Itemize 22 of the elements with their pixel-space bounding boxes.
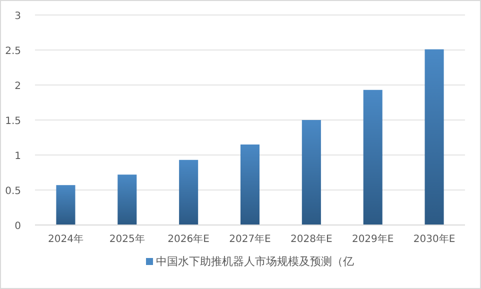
x-tick-label: 2027年E: [229, 233, 271, 245]
x-tick-label: 2029年E: [352, 233, 394, 245]
bar: [424, 49, 444, 225]
x-tick-label: 2028年E: [290, 233, 332, 245]
y-tick-label: 1: [14, 151, 21, 162]
x-tick-label: 2024年: [48, 233, 84, 245]
y-tick-label: 2: [14, 81, 21, 92]
x-tick-label: 2026年E: [168, 233, 210, 245]
x-tick-label: 2025年: [109, 233, 145, 245]
legend-label: 中国水下助推机器人市场规模及预测（亿: [156, 255, 354, 268]
y-tick-label: 2.5: [5, 46, 21, 57]
x-tick-label: 2030年E: [413, 233, 456, 245]
y-tick-label: 1.5: [5, 116, 21, 127]
y-tick-label: 0: [14, 221, 21, 232]
bar: [240, 144, 260, 225]
bar: [56, 185, 76, 225]
bar: [118, 174, 137, 225]
y-tick-label: 0.5: [5, 186, 21, 197]
bar: [363, 90, 382, 225]
bar: [302, 120, 321, 225]
bar: [179, 160, 198, 225]
y-tick-label: 3: [14, 11, 21, 22]
